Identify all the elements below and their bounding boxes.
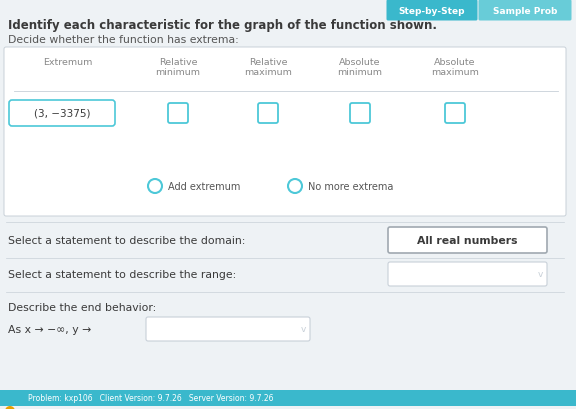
Text: v: v [301,325,306,334]
Text: Absolute
minimum: Absolute minimum [338,58,382,77]
Circle shape [148,180,162,193]
FancyBboxPatch shape [350,104,370,124]
FancyBboxPatch shape [9,101,115,127]
Text: Relative
minimum: Relative minimum [156,58,200,77]
Circle shape [288,180,302,193]
Text: No more extrema: No more extrema [308,182,393,191]
FancyBboxPatch shape [258,104,278,124]
Text: (3, −3375): (3, −3375) [34,109,90,119]
FancyBboxPatch shape [168,104,188,124]
Text: Problem: kxp106   Client Version: 9.7.26   Server Version: 9.7.26: Problem: kxp106 Client Version: 9.7.26 S… [28,393,274,402]
Text: Absolute
maximum: Absolute maximum [431,58,479,77]
Text: As x → −∞, y →: As x → −∞, y → [8,324,91,334]
Text: Select a statement to describe the range:: Select a statement to describe the range… [8,270,236,279]
Bar [0,390,576,406]
Text: Extremum: Extremum [43,58,93,67]
Text: Sample Prob: Sample Prob [493,7,557,16]
Text: Add extremum: Add extremum [168,182,240,191]
FancyBboxPatch shape [146,317,310,341]
Text: v: v [538,270,543,279]
Text: All real numbers: All real numbers [417,236,517,245]
FancyBboxPatch shape [388,227,547,254]
FancyBboxPatch shape [479,0,571,21]
FancyBboxPatch shape [4,48,566,216]
FancyBboxPatch shape [445,104,465,124]
Text: Describe the end behavior:: Describe the end behavior: [8,302,156,312]
Text: Step-by-Step: Step-by-Step [399,7,465,16]
Text: Relative
maximum: Relative maximum [244,58,292,77]
Text: !: ! [9,408,12,409]
FancyBboxPatch shape [388,262,547,286]
Text: Identify each characteristic for the graph of the function shown.: Identify each characteristic for the gra… [8,18,437,31]
Text: Select a statement to describe the domain:: Select a statement to describe the domai… [8,236,245,245]
FancyBboxPatch shape [386,0,478,21]
Text: Decide whether the function has extrema:: Decide whether the function has extrema: [8,35,238,45]
Circle shape [5,406,15,409]
